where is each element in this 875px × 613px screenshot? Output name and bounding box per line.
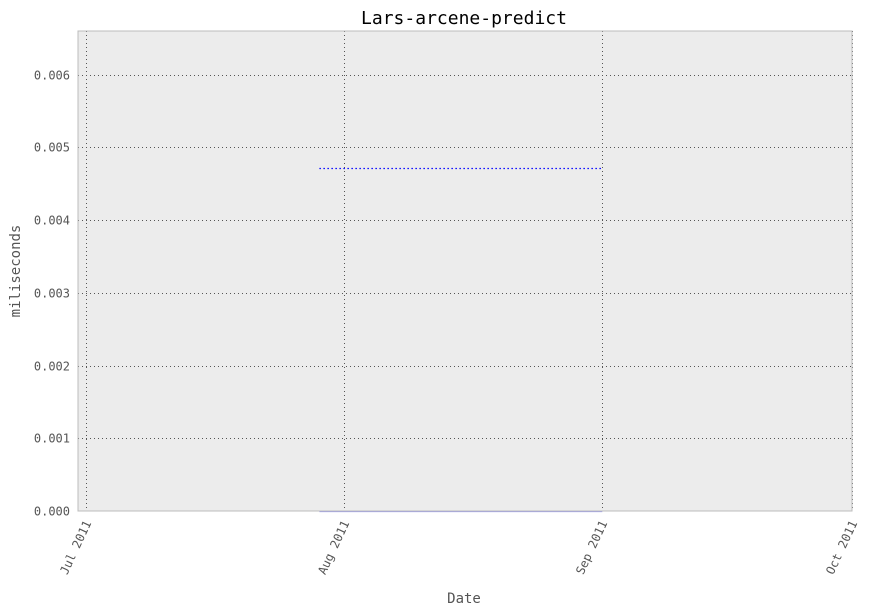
y-tick-label: 0.005 [34,141,70,155]
plot-border [77,30,853,512]
x-tick-label: Jul 2011 [57,518,94,576]
chart-title: Lars-arcene-predict [361,8,567,29]
plot-area [78,31,852,511]
x-tick-label: Aug 2011 [315,518,352,576]
x-tick-label: Oct 2011 [823,518,860,576]
x-tick-labels: Jul 2011 Aug 2011 Sep 2011 Oct 2011 [57,518,860,576]
y-tick-label: 0.006 [34,69,70,83]
y-tick-label: 0.002 [34,360,70,374]
y-tick-label: 0.000 [34,505,70,519]
y-tick-label: 0.003 [34,287,70,301]
y-tick-label: 0.004 [34,214,70,228]
x-tick-label: Sep 2011 [573,518,610,576]
x-axis-label: Date [447,591,481,607]
y-tick-labels: 0.000 0.001 0.002 0.003 0.004 0.005 0.006 [34,69,70,519]
y-tick-label: 0.001 [34,432,70,446]
y-axis-label: miliseconds [8,225,24,318]
